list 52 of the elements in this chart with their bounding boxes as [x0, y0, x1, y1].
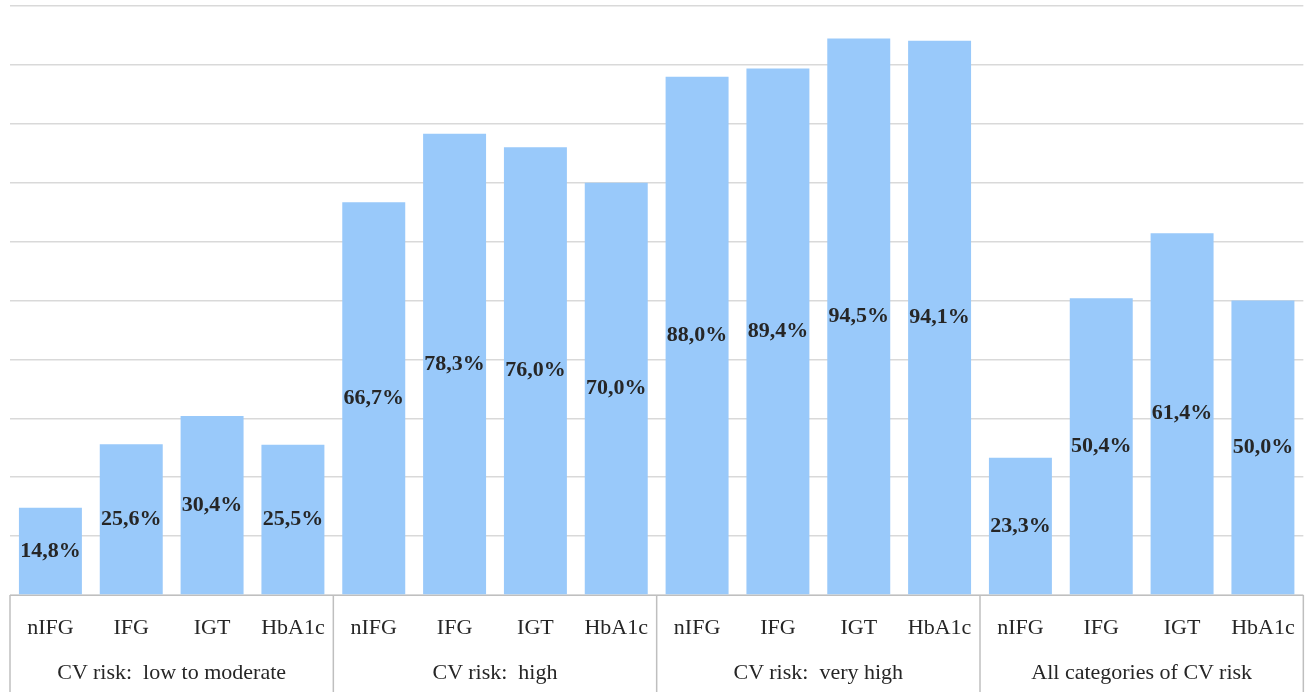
x-tick-label: nIFG	[350, 613, 398, 639]
bar	[18, 507, 82, 595]
x-tick-label: IGT	[193, 613, 231, 639]
x-tick-label: IFG	[436, 613, 473, 639]
bar	[988, 457, 1052, 595]
bar	[746, 68, 810, 595]
x-tick-label: IFG	[113, 613, 150, 639]
data-label: 61,4%	[1151, 399, 1213, 425]
data-label: 25,5%	[262, 505, 324, 531]
bar	[908, 40, 972, 595]
bar	[180, 415, 244, 595]
x-tick-label: HbA1c	[261, 613, 325, 639]
x-tick-label: HbA1c	[1231, 613, 1295, 639]
x-tick-label: HbA1c	[584, 613, 649, 639]
data-label: 94,5%	[828, 302, 889, 328]
bar	[827, 38, 891, 595]
data-label: 88,0%	[666, 321, 728, 347]
x-tick-label: IFG	[1083, 613, 1120, 639]
data-label: 78,3%	[424, 349, 485, 375]
bar	[342, 202, 406, 595]
bar	[99, 444, 163, 595]
x-tick-label: IFG	[760, 613, 796, 639]
data-label: 25,6%	[101, 504, 162, 530]
x-tick-label: HbA1c	[907, 613, 972, 639]
data-label: 66,7%	[343, 383, 404, 409]
data-label: 76,0%	[505, 356, 566, 382]
data-label: 23,3%	[990, 511, 1051, 537]
data-label: 50,0%	[1232, 433, 1294, 459]
x-tick-label: nIFG	[997, 613, 1044, 639]
data-label: 94,1%	[909, 303, 970, 329]
data-label: 30,4%	[181, 490, 243, 516]
x-tick-label: IGT	[517, 613, 555, 639]
data-label: 14,8%	[20, 536, 81, 562]
x-tick-label: IGT	[1163, 613, 1201, 639]
bar	[423, 133, 487, 595]
x-tick-label: IGT	[840, 613, 878, 639]
bar	[1069, 298, 1133, 595]
text: CV risk: very high	[733, 658, 904, 684]
x-tick-label: nIFG	[673, 613, 721, 639]
text: CV risk: low to moderate	[57, 658, 287, 684]
text: All categories of CV risk	[1031, 658, 1253, 684]
text: CV risk: high	[432, 658, 558, 684]
x-tick-label: nIFG	[27, 613, 74, 639]
bar	[1231, 300, 1295, 595]
bar	[584, 182, 648, 595]
data-label: 70,0%	[586, 374, 647, 400]
bar	[1150, 233, 1214, 595]
bar	[503, 147, 567, 595]
bar	[261, 444, 325, 595]
bar	[665, 76, 729, 595]
data-label: 50,4%	[1071, 431, 1132, 457]
data-label: 89,4%	[747, 317, 809, 343]
